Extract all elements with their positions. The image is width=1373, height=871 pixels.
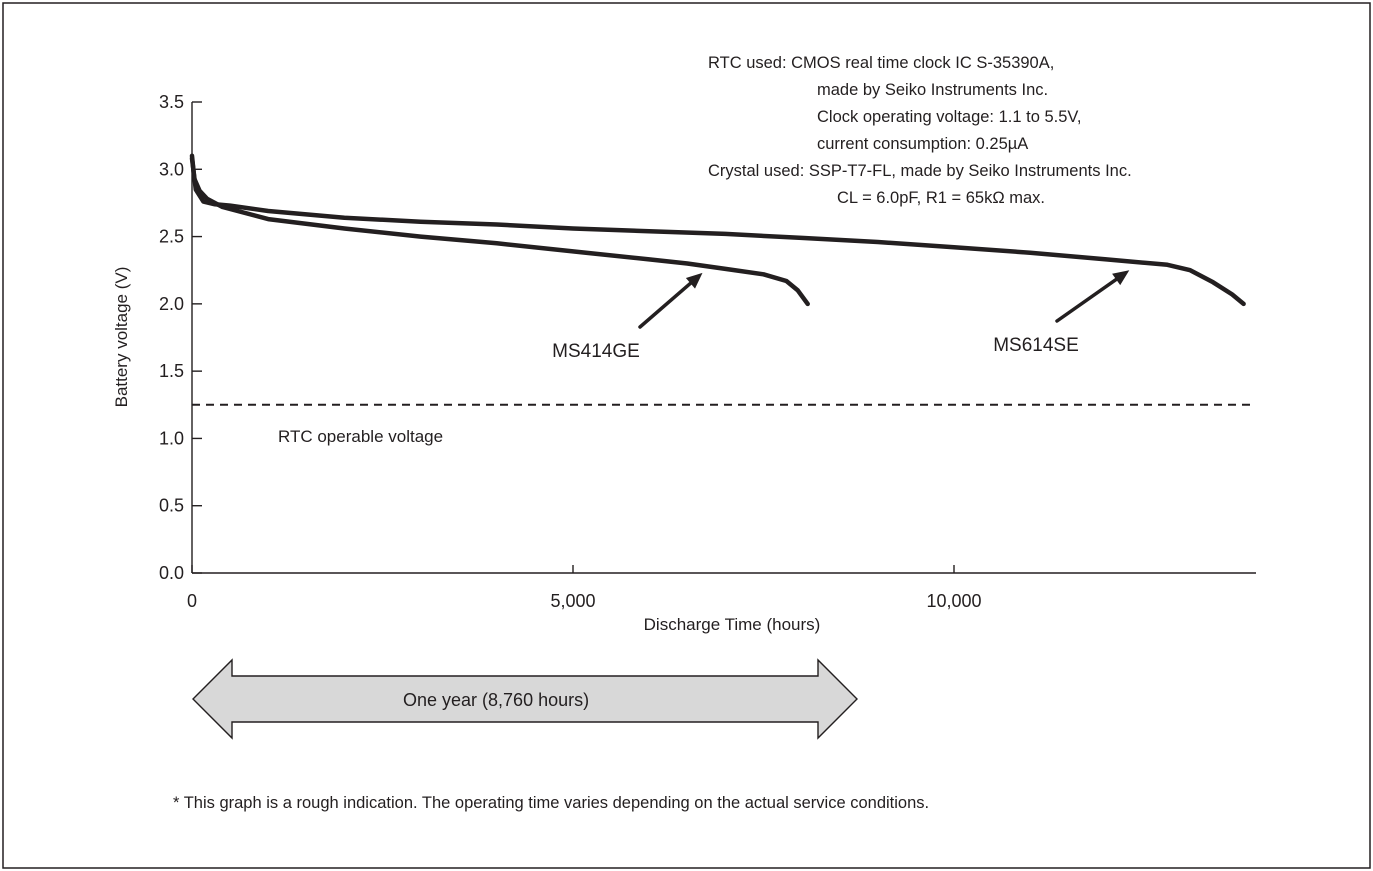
annotation-line: CL = 6.0pF, R1 = 65kΩ max. bbox=[837, 189, 1045, 207]
callout-arrowhead-ms414ge bbox=[685, 272, 703, 289]
y-ticks: 0.0 0.5 1.0 1.5 2.0 2.5 3.0 3.5 bbox=[159, 92, 202, 583]
x-tick-label: 10,000 bbox=[926, 591, 981, 611]
y-tick-label: 2.5 bbox=[159, 227, 184, 247]
annotation-line: Clock operating voltage: 1.1 to 5.5V, bbox=[817, 108, 1081, 126]
x-tick-label: 0 bbox=[187, 591, 197, 611]
x-ticks: 0 5,000 10,000 bbox=[187, 565, 982, 611]
x-axis-title: Discharge Time (hours) bbox=[644, 615, 821, 634]
footnote: * This graph is a rough indication. The … bbox=[173, 794, 929, 812]
one-year-arrow bbox=[192, 658, 858, 740]
y-axis-title: Battery voltage (V) bbox=[112, 267, 131, 408]
callout-arrow-ms414ge bbox=[638, 281, 693, 329]
y-tick-label: 0.0 bbox=[159, 563, 184, 583]
series-callouts: MS414GE MS614SE bbox=[552, 270, 1130, 362]
x-tick-label: 5,000 bbox=[550, 591, 595, 611]
callout-arrow-ms614se bbox=[1055, 277, 1118, 323]
series-label-ms414ge: MS414GE bbox=[552, 341, 640, 362]
y-tick-label: 3.5 bbox=[159, 92, 184, 112]
annotation-line: RTC used: CMOS real time clock IC S-3539… bbox=[708, 54, 1054, 72]
series-line-ms614se bbox=[189, 156, 1246, 307]
series-line-ms414ge bbox=[189, 153, 810, 307]
series-group bbox=[189, 153, 1246, 307]
y-tick-label: 1.0 bbox=[159, 428, 184, 448]
axes bbox=[191, 102, 1256, 574]
rtc-operable-voltage-label: RTC operable voltage bbox=[278, 427, 443, 446]
one-year-label: One year (8,760 hours) bbox=[403, 690, 589, 710]
y-tick-label: 1.5 bbox=[159, 361, 184, 381]
annotation-line: current consumption: 0.25µA bbox=[817, 135, 1028, 153]
series-label-ms614se: MS614SE bbox=[993, 335, 1079, 356]
annotation-line: made by Seiko Instruments Inc. bbox=[817, 81, 1048, 99]
one-year-span: One year (8,760 hours) bbox=[192, 658, 858, 740]
callout-arrowhead-ms614se bbox=[1112, 270, 1130, 286]
y-tick-label: 2.0 bbox=[159, 294, 184, 314]
y-tick-label: 0.5 bbox=[159, 496, 184, 516]
annotation-block: RTC used: CMOS real time clock IC S-3539… bbox=[708, 54, 1132, 207]
y-tick-label: 3.0 bbox=[159, 159, 184, 179]
annotation-line: Crystal used: SSP-T7-FL, made by Seiko I… bbox=[708, 162, 1132, 180]
